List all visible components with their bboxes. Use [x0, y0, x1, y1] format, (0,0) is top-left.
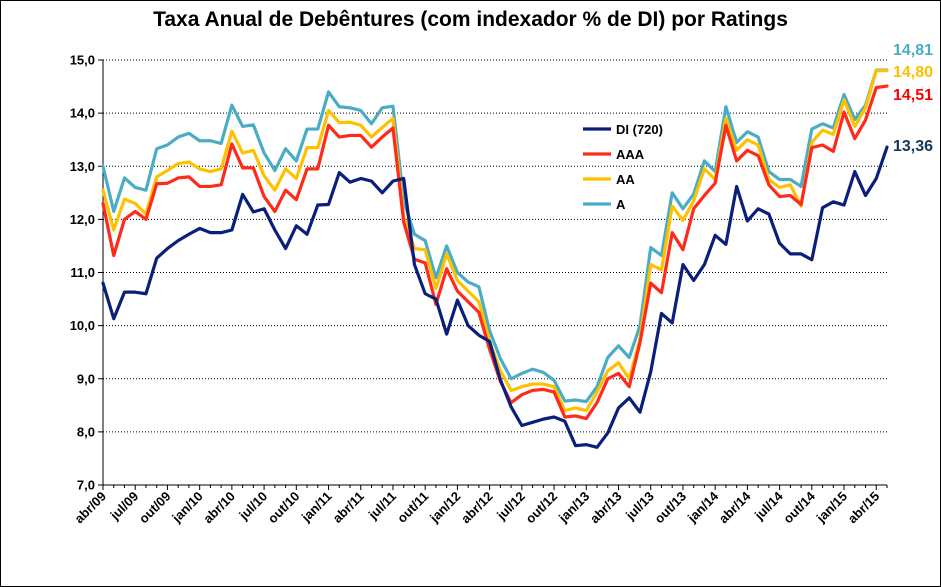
series-line-di-720 [101, 145, 889, 449]
y-tick-label: 10,0 [70, 318, 95, 333]
x-tick-label: jan/11 [298, 489, 335, 526]
series-lines [101, 68, 889, 449]
x-tick-label: jan/12 [426, 489, 463, 526]
legend-label: DI (720) [616, 122, 663, 137]
y-tick-label: 8,0 [77, 424, 95, 439]
x-tick-label: jul/10 [235, 489, 270, 524]
x-tick-label: abr/12 [458, 489, 496, 527]
x-tick-label: jan/10 [168, 489, 205, 526]
x-tick-label: jul/13 [622, 489, 657, 524]
end-value-label: 14,51 [893, 87, 933, 104]
chart-title: Taxa Anual de Debêntures (com indexador … [153, 8, 788, 31]
x-tick-label: jul/14 [751, 488, 786, 523]
y-tick-label: 11,0 [70, 265, 95, 280]
end-value-label: 14,80 [893, 64, 933, 81]
x-tick-label: abr/13 [587, 489, 625, 527]
series-line-aaa [101, 84, 889, 421]
x-tick-label: out/13 [651, 489, 689, 527]
x-tick-label: abr/09 [71, 489, 109, 527]
end-value-label: 13,36 [893, 138, 933, 155]
series-line-a [101, 68, 889, 404]
x-tick-label: jul/11 [365, 489, 399, 523]
x-tick-label: out/11 [394, 489, 431, 526]
y-tick-label: 9,0 [77, 371, 95, 386]
x-tick-label: jul/09 [107, 489, 142, 524]
y-tick-label: 7,0 [77, 478, 95, 493]
x-tick-label: jan/15 [813, 489, 850, 526]
x-tick-label: abr/11 [330, 489, 367, 526]
y-tick-label: 12,0 [70, 212, 95, 227]
x-tick-label: jan/14 [684, 488, 722, 526]
x-tick-label: out/12 [523, 489, 561, 527]
x-tick-label: out/10 [265, 489, 303, 527]
x-tick-label: out/14 [780, 488, 818, 526]
legend-label: A [616, 197, 626, 212]
x-tick-label: abr/15 [845, 489, 883, 527]
x-tick-label: out/09 [136, 489, 174, 527]
x-tick-label: abr/14 [716, 488, 754, 526]
gridlines [103, 59, 887, 433]
x-tick-label: jul/12 [493, 489, 528, 524]
end-value-labels: 14,81 14,80 14,51 13,36 [893, 42, 933, 155]
y-tick-label: 13,0 [70, 159, 95, 174]
x-tick-label: jan/13 [555, 489, 592, 526]
legend-label: AA [616, 172, 635, 187]
y-tick-label: 14,0 [70, 106, 95, 121]
x-tick-label: abr/10 [200, 489, 238, 527]
legend-label: AAA [616, 147, 645, 162]
y-tick-label: 15,0 [70, 53, 95, 68]
end-value-label: 14,81 [893, 42, 933, 59]
